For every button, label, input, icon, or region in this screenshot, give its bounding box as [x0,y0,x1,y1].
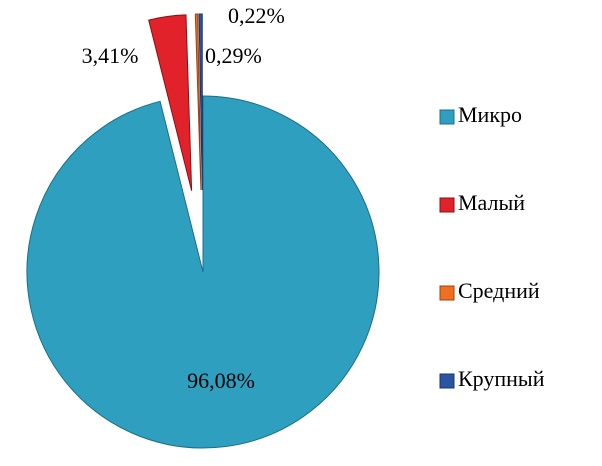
data-label: 96,08% [187,368,255,393]
data-label: 3,41% [82,43,139,68]
legend-label: Микро [458,102,522,127]
legend-swatch [439,373,455,389]
pie-slice [198,13,203,191]
data-label: 0,22% [228,3,285,28]
legend-label: Средний [458,278,540,303]
pie-slice [194,13,202,191]
legend-label: Малый [458,190,525,215]
legend-swatch [439,285,455,301]
legend-swatch [439,197,455,213]
legend-label: Крупный [458,366,545,391]
pie-slice [148,14,193,191]
legend-swatch [439,109,455,125]
data-label: 0,29% [205,43,262,68]
pie-slice [26,95,380,449]
